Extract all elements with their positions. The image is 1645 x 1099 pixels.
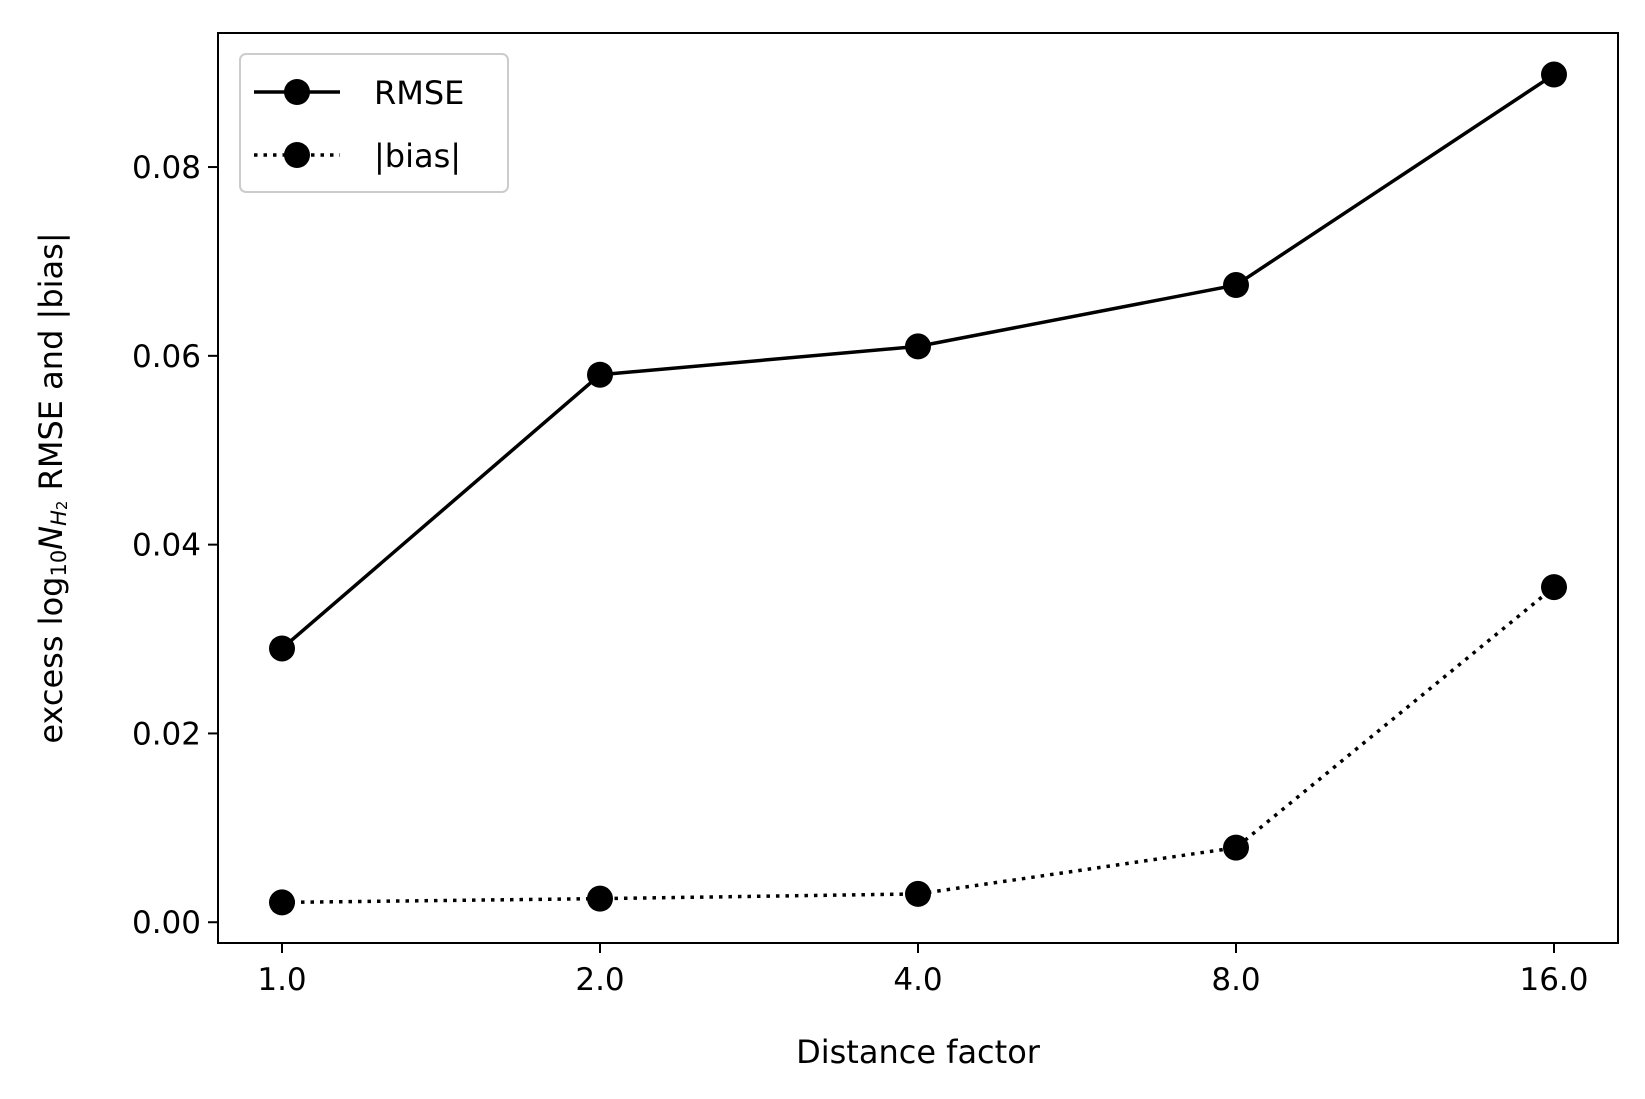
y-axis-label: excess log10NH2 RMSE and |bias|	[32, 232, 71, 743]
x-axis: 1.0 2.0 4.0 8.0 16.0	[257, 943, 1589, 998]
series-layer	[269, 61, 1567, 916]
y-tick-label: 0.08	[132, 150, 201, 186]
series-rmse	[269, 61, 1567, 662]
x-tick-label: 2.0	[575, 962, 624, 998]
y-tick-label: 0.04	[132, 528, 201, 564]
data-point-rmse	[269, 635, 295, 662]
legend-entry-bias: |bias|	[254, 137, 461, 175]
data-point-bias	[1541, 574, 1567, 601]
y-axis-label-sub-subscript: 2	[53, 501, 71, 511]
x-tick-label: 1.0	[257, 962, 306, 998]
legend-entries: RMSE |bias|	[254, 74, 464, 175]
y-tick-label: 0.06	[132, 339, 201, 375]
legend-label-rmse: RMSE	[374, 74, 464, 112]
legend: RMSE |bias|	[239, 53, 509, 193]
data-point-bias	[269, 889, 295, 916]
x-tick-label: 16.0	[1519, 962, 1588, 998]
data-point-rmse	[1223, 272, 1249, 299]
y-axis: 0.00 0.02 0.04 0.06 0.08	[132, 150, 218, 941]
legend-label-bias: |bias|	[374, 137, 461, 175]
series-bias	[269, 574, 1567, 916]
x-tick-label: 8.0	[1211, 962, 1260, 998]
y-tick-label: 0.02	[132, 716, 201, 752]
y-tick-label: 0.00	[132, 905, 201, 941]
y-axis-label-log-base: 10	[47, 550, 71, 577]
legend-marker-rmse	[284, 79, 310, 105]
y-axis-label-suffix: RMSE and |bias|	[32, 232, 70, 500]
data-point-bias	[1223, 834, 1249, 861]
data-point-bias	[905, 880, 931, 907]
y-axis-label-variable: N	[32, 526, 70, 550]
data-point-bias	[587, 885, 613, 912]
data-point-rmse	[1541, 61, 1567, 88]
data-point-rmse	[587, 361, 613, 388]
series-line-bias	[281, 585, 1556, 905]
x-tick-label: 4.0	[893, 962, 942, 998]
y-axis-label-prefix: excess log	[32, 577, 70, 744]
legend-entry-rmse: RMSE	[254, 74, 464, 112]
legend-marker-bias	[284, 142, 310, 168]
x-axis-label: Distance factor	[796, 1033, 1041, 1071]
data-point-rmse	[905, 333, 931, 360]
y-axis-label-subscript: H	[47, 510, 71, 526]
